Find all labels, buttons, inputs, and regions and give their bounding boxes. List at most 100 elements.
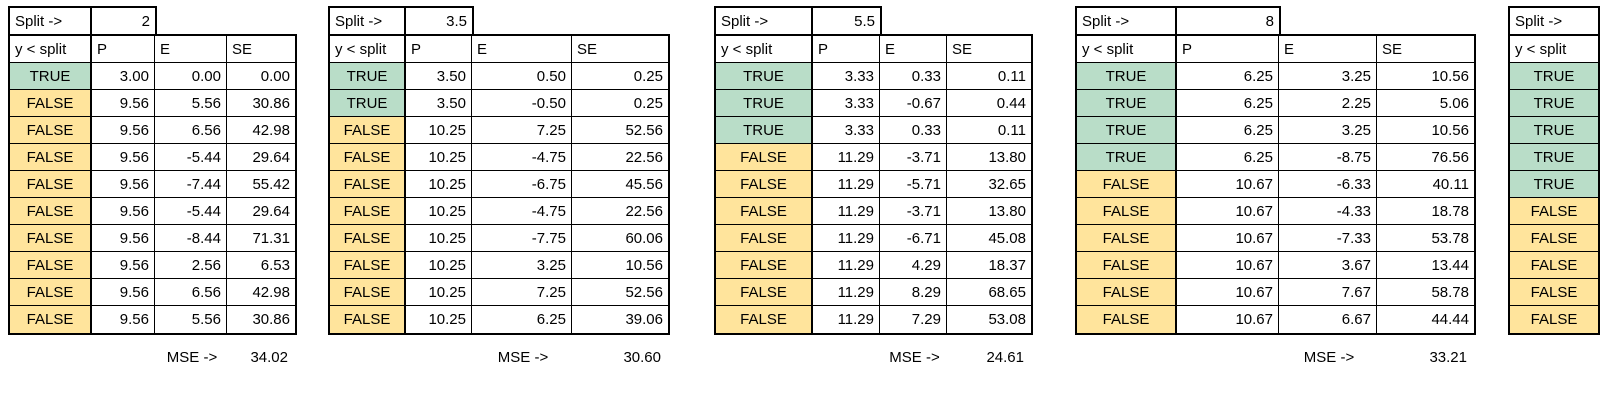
p-cell[interactable]: 10.25 — [406, 198, 472, 225]
p-cell[interactable]: 3.00 — [92, 63, 155, 90]
flag-cell[interactable]: FALSE — [1077, 306, 1177, 333]
se-cell[interactable]: 53.08 — [988, 311, 1026, 328]
se-cell[interactable]: 42.98 — [227, 117, 295, 144]
se-cell[interactable]: 0.00 — [227, 63, 295, 90]
flag-cell[interactable]: FALSE — [10, 279, 92, 306]
column-header-p[interactable]: P — [406, 36, 472, 63]
e-cell[interactable]: 5.56 — [155, 306, 227, 333]
flag-cell[interactable]: TRUE — [716, 117, 813, 144]
split-label-cell[interactable]: Split -> — [330, 8, 406, 34]
e-cell[interactable]: -4.75 — [472, 144, 572, 171]
mse-value-cell[interactable]: 34.02 — [250, 349, 288, 366]
flag-cell[interactable]: TRUE — [1510, 90, 1600, 117]
flag-cell[interactable]: TRUE — [1510, 117, 1600, 144]
flag-cell[interactable]: TRUE — [716, 63, 813, 90]
condition-header-cell[interactable]: y < split — [330, 36, 406, 63]
flag-cell[interactable]: FALSE — [10, 306, 92, 333]
flag-cell[interactable]: FALSE — [330, 252, 406, 279]
p-cell[interactable]: 10.67 — [1177, 306, 1279, 333]
split-label-cell[interactable]: Split -> — [716, 8, 813, 34]
p-cell[interactable]: 9.56 — [92, 90, 155, 117]
se-cell[interactable]: 42.98 — [227, 279, 295, 306]
flag-cell[interactable]: TRUE — [10, 63, 92, 90]
flag-cell[interactable]: FALSE — [1510, 279, 1600, 306]
se-cell[interactable]: 5.06 — [1377, 90, 1474, 117]
flag-cell[interactable]: FALSE — [330, 198, 406, 225]
se-cell[interactable]: 0.25 — [572, 90, 668, 117]
se-cell[interactable]: 13.80 — [947, 198, 1031, 225]
e-cell[interactable]: -6.71 — [880, 225, 947, 252]
se-cell[interactable]: 71.31 — [227, 225, 295, 252]
e-cell[interactable]: 0.33 — [880, 117, 947, 144]
se-cell[interactable]: 10.56 — [1377, 63, 1474, 90]
flag-cell[interactable]: FALSE — [1510, 252, 1600, 279]
se-cell[interactable]: 22.56 — [572, 144, 668, 171]
flag-cell[interactable]: TRUE — [1077, 90, 1177, 117]
flag-cell[interactable]: FALSE — [716, 225, 813, 252]
split-label-cell[interactable]: Split -> — [1510, 8, 1600, 34]
e-cell[interactable]: 0.00 — [155, 63, 227, 90]
flag-cell[interactable]: FALSE — [716, 279, 813, 306]
se-cell[interactable]: 13.80 — [947, 144, 1031, 171]
p-cell[interactable]: 11.29 — [813, 279, 880, 306]
flag-cell[interactable]: FALSE — [330, 306, 406, 333]
flag-cell[interactable]: FALSE — [716, 306, 813, 333]
p-cell[interactable]: 10.25 — [406, 279, 472, 306]
se-cell[interactable]: 10.56 — [1377, 117, 1474, 144]
se-cell[interactable]: 29.64 — [227, 198, 295, 225]
flag-cell[interactable]: TRUE — [1077, 144, 1177, 171]
condition-header-cell[interactable]: y < split — [1077, 36, 1177, 63]
e-cell[interactable]: 8.29 — [880, 279, 947, 306]
mse-value-cell[interactable]: 33.21 — [1429, 349, 1467, 366]
e-cell[interactable]: 0.50 — [472, 63, 572, 90]
e-cell[interactable]: 4.29 — [880, 252, 947, 279]
p-cell[interactable]: 6.25 — [1177, 117, 1279, 144]
se-cell[interactable]: 22.56 — [572, 198, 668, 225]
flag-cell[interactable]: TRUE — [1077, 117, 1177, 144]
p-cell[interactable]: 11.29 — [813, 306, 880, 333]
e-cell[interactable]: -8.44 — [155, 225, 227, 252]
e-cell[interactable]: 2.25 — [1279, 90, 1377, 117]
column-header-se[interactable]: SE — [947, 36, 1031, 63]
se-cell[interactable]: 10.56 — [572, 252, 668, 279]
p-cell[interactable]: 10.25 — [406, 252, 472, 279]
se-cell[interactable]: 0.25 — [572, 63, 668, 90]
se-cell[interactable]: 55.42 — [227, 171, 295, 198]
split-label-cell[interactable]: Split -> — [1077, 8, 1177, 34]
flag-cell[interactable]: FALSE — [716, 144, 813, 171]
e-cell[interactable]: 7.25 — [472, 279, 572, 306]
column-header-se[interactable]: SE — [572, 36, 668, 63]
se-cell[interactable]: 52.56 — [572, 279, 668, 306]
e-cell[interactable]: -0.50 — [472, 90, 572, 117]
se-cell[interactable]: 76.56 — [1377, 144, 1474, 171]
split-value-cell[interactable]: 3.5 — [446, 12, 467, 30]
flag-cell[interactable]: FALSE — [1077, 225, 1177, 252]
se-cell[interactable]: 58.78 — [1377, 279, 1474, 306]
se-cell[interactable]: 53.78 — [1377, 225, 1474, 252]
flag-cell[interactable]: FALSE — [10, 198, 92, 225]
se-cell[interactable]: 0.11 — [947, 117, 1031, 144]
column-header-se[interactable]: SE — [1377, 36, 1474, 63]
flag-cell[interactable]: FALSE — [1077, 252, 1177, 279]
e-cell[interactable]: 6.56 — [155, 279, 227, 306]
p-cell[interactable]: 10.25 — [406, 144, 472, 171]
column-header-se[interactable]: SE — [227, 36, 295, 63]
e-cell[interactable]: -3.71 — [880, 144, 947, 171]
e-cell[interactable]: 7.67 — [1279, 279, 1377, 306]
e-cell[interactable]: -6.33 — [1279, 171, 1377, 198]
se-cell[interactable]: 6.53 — [227, 252, 295, 279]
flag-cell[interactable]: FALSE — [716, 171, 813, 198]
flag-cell[interactable]: FALSE — [10, 117, 92, 144]
p-cell[interactable]: 10.67 — [1177, 279, 1279, 306]
flag-cell[interactable]: FALSE — [330, 279, 406, 306]
p-cell[interactable]: 3.33 — [813, 117, 880, 144]
p-cell[interactable]: 11.29 — [813, 171, 880, 198]
p-cell[interactable]: 10.67 — [1177, 225, 1279, 252]
flag-cell[interactable]: FALSE — [330, 171, 406, 198]
p-cell[interactable]: 10.67 — [1177, 198, 1279, 225]
mse-label-cell[interactable]: MSE -> — [889, 349, 940, 366]
condition-header-cell[interactable]: y < split — [716, 36, 813, 63]
se-cell[interactable]: 32.65 — [947, 171, 1031, 198]
e-cell[interactable]: -7.75 — [472, 225, 572, 252]
se-cell[interactable]: 18.37 — [947, 252, 1031, 279]
